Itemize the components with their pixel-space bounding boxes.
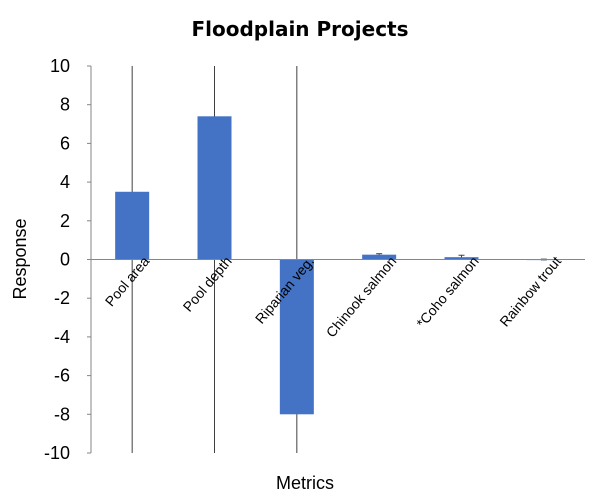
category-labels: Pool area Pool depth Riparian veg. Chinook … bbox=[102, 253, 565, 340]
y-tick-label: 8 bbox=[60, 95, 70, 115]
bar bbox=[197, 116, 232, 260]
bar bbox=[279, 259, 314, 415]
y-tick-label: -6 bbox=[54, 366, 70, 386]
bar bbox=[444, 257, 479, 260]
y-tick-label: 4 bbox=[60, 172, 70, 192]
y-tick-label: -10 bbox=[44, 443, 70, 463]
y-tick-label: 2 bbox=[60, 211, 70, 231]
chart-title: Floodplain Projects bbox=[191, 17, 408, 41]
y-tick-label: 6 bbox=[60, 133, 70, 153]
x-axis-label: Metrics bbox=[276, 473, 334, 493]
y-tick-label: -2 bbox=[54, 288, 70, 308]
x-category-label: Pool area bbox=[102, 253, 153, 309]
x-category-label: Chinook salmon bbox=[323, 253, 400, 340]
y-tick-label: -4 bbox=[54, 327, 70, 347]
x-category-label: *Coho salmon bbox=[413, 253, 482, 331]
x-category-label: Pool depth bbox=[180, 253, 235, 315]
bars bbox=[115, 116, 561, 415]
y-tick-label: 0 bbox=[60, 250, 70, 270]
y-tick-label: 10 bbox=[50, 56, 70, 76]
x-category-label: Rainbow trout bbox=[496, 253, 564, 330]
y-axis-label: Response bbox=[10, 218, 30, 299]
y-tick-label: -8 bbox=[54, 404, 70, 424]
y-axis-ticks: 10 8 6 4 2 0 -2 -4 -6 -8 -10 bbox=[44, 56, 91, 463]
bar bbox=[115, 191, 150, 260]
bar bbox=[362, 254, 397, 260]
